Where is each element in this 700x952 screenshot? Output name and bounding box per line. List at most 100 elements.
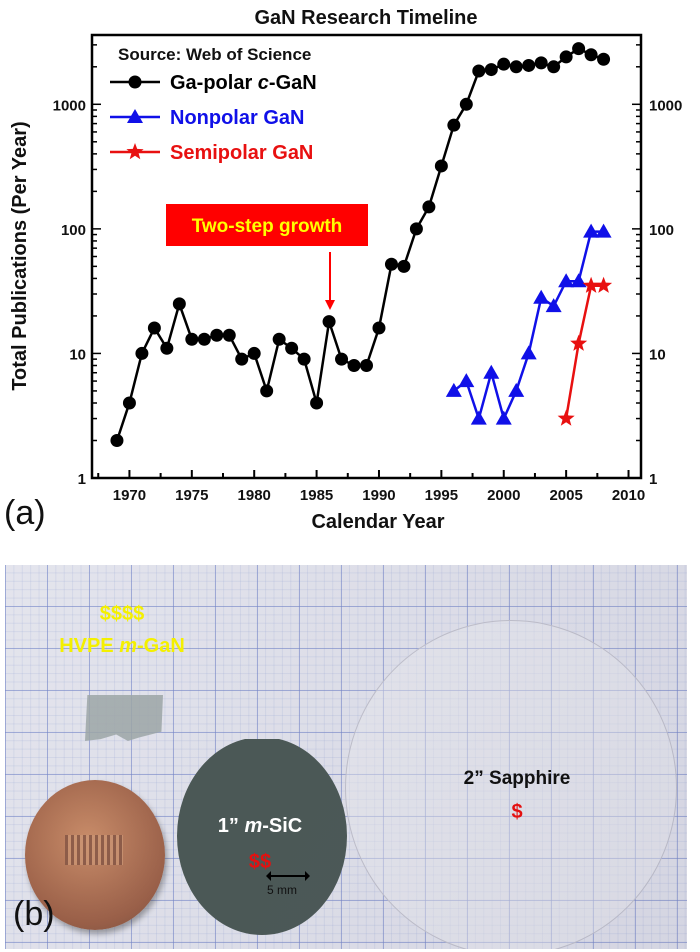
x-tick-label: 2000	[487, 487, 520, 504]
series-ga-polar-c-gan	[110, 42, 611, 448]
sapphire-price: $	[511, 801, 523, 823]
data-point	[347, 359, 361, 373]
sic-label: 1” m-SiC	[218, 815, 302, 838]
data-point	[459, 97, 473, 111]
legend-label: Nonpolar GaN	[170, 107, 304, 129]
data-point	[484, 63, 498, 77]
panel-label-b: (b)	[13, 895, 55, 933]
data-point	[445, 382, 462, 397]
data-point	[595, 276, 613, 293]
data-point	[122, 396, 136, 410]
data-point	[135, 346, 149, 360]
scale-label: 5 mm	[267, 883, 297, 897]
data-point	[447, 118, 461, 132]
gan-price: $$$$	[99, 603, 145, 625]
data-point	[582, 276, 600, 293]
sapphire-label: 2” Sapphire	[463, 768, 571, 789]
series-line	[453, 230, 604, 423]
data-point	[520, 345, 537, 360]
data-point	[185, 332, 199, 346]
x-tick-label: 2010	[612, 487, 645, 504]
gan-label-pre: HVPE	[59, 635, 120, 657]
data-point	[557, 409, 575, 426]
sic-price: $$	[248, 851, 272, 873]
data-point	[509, 60, 523, 74]
legend: Source: Web of Science Ga-polar c-GaN Non…	[110, 45, 317, 164]
x-tick-label: 1985	[300, 487, 333, 504]
substrate-photo: $$$$ HVPE m-GaN 1” m-SiC $$ 2” Sapphire …	[5, 565, 687, 949]
data-point	[533, 289, 550, 304]
legend-source: Source: Web of Science	[118, 45, 311, 64]
series-nonpolar-gan	[445, 223, 612, 425]
data-point	[470, 410, 487, 425]
data-point	[559, 50, 573, 64]
data-point	[409, 222, 423, 236]
x-tick-label: 1970	[113, 487, 146, 504]
data-point	[497, 57, 511, 71]
y-tick-label-left: 10	[69, 346, 86, 363]
data-point	[222, 328, 236, 342]
data-point	[272, 332, 286, 346]
data-point	[495, 410, 512, 425]
data-point	[322, 315, 336, 329]
scale-bar	[266, 871, 310, 881]
y-tick-label-right: 1	[649, 471, 657, 488]
legend-label: Ga-polar c-GaN	[170, 72, 317, 94]
data-point	[422, 200, 436, 214]
data-point	[372, 321, 386, 335]
x-tick-label: 1975	[175, 487, 208, 504]
data-point	[197, 332, 211, 346]
data-point	[508, 382, 525, 397]
annotation: Two-step growth	[166, 204, 368, 310]
data-point	[110, 434, 124, 448]
data-point	[545, 298, 562, 313]
series-line	[564, 284, 604, 419]
data-point	[597, 52, 611, 66]
y-axis-label: Total Publications (Per Year)	[9, 121, 31, 390]
data-point	[570, 273, 587, 288]
x-tick-label: 1980	[238, 487, 271, 504]
annotation-text: Two-step growth	[192, 216, 343, 237]
y-tick-label-left: 1000	[53, 97, 86, 114]
plot-frame	[90, 33, 643, 480]
legend-marker	[127, 109, 143, 123]
data-point	[147, 321, 161, 335]
y-tick-label-left: 100	[61, 222, 86, 239]
data-point	[434, 159, 448, 173]
x-tick-label: 2005	[549, 487, 582, 504]
gan-label: HVPE m-GaN	[59, 635, 185, 658]
data-point	[310, 396, 324, 410]
data-point	[558, 273, 575, 288]
data-point	[260, 384, 274, 398]
data-point	[458, 373, 475, 388]
data-point	[483, 364, 500, 379]
data-point	[172, 297, 186, 311]
sic-label-post: -SiC	[262, 815, 303, 837]
data-point	[384, 257, 398, 271]
data-point	[160, 341, 174, 355]
legend-label: Semipolar GaN	[170, 142, 313, 164]
data-point	[584, 48, 598, 62]
series-semipolar-gan	[557, 276, 613, 426]
gan-label-post: -GaN	[137, 635, 185, 657]
data-point	[210, 328, 224, 342]
panel-label-a: (a)	[4, 494, 46, 532]
legend-marker	[128, 75, 142, 89]
annotation-box	[166, 204, 368, 246]
data-point	[335, 352, 349, 366]
data-point	[285, 341, 299, 355]
publications-chart: GaN Research Timeline 1970 1975 1980 1985 19…	[4, 7, 682, 533]
data-point	[583, 223, 600, 238]
y-tick-label-right: 100	[649, 222, 674, 239]
data-point	[472, 64, 486, 78]
data-point	[522, 58, 536, 72]
data-point	[235, 352, 249, 366]
data-point	[572, 42, 586, 56]
annotation-arrowhead	[325, 300, 335, 310]
data-point	[570, 334, 588, 351]
chart-title: GaN Research Timeline	[254, 7, 477, 29]
data-point	[547, 60, 561, 74]
hvpe-gan-chip	[85, 695, 163, 741]
y-tick-label-right: 10	[649, 346, 666, 363]
sic-label-pre: 1”	[217, 815, 245, 837]
